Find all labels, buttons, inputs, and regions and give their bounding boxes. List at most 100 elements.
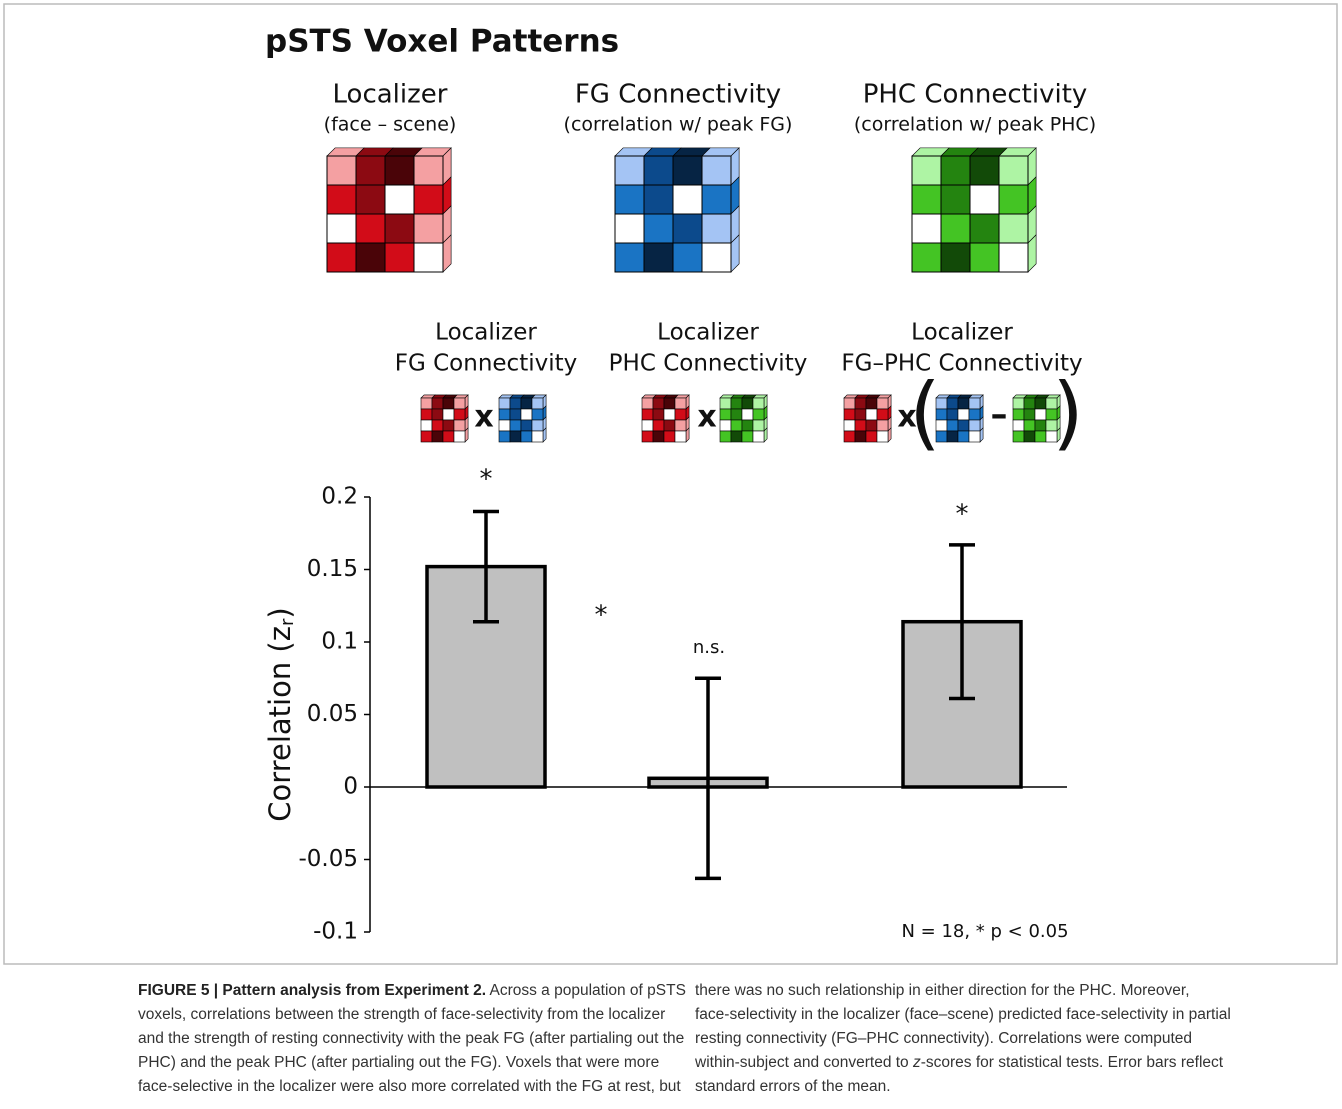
chart: pSTS Voxel Patterns Localizer(face – sce… bbox=[0, 0, 1342, 970]
panel-title: Localizer bbox=[333, 80, 448, 110]
voxel bbox=[969, 420, 980, 431]
voxel bbox=[970, 156, 999, 185]
voxel bbox=[454, 409, 465, 420]
voxel bbox=[1035, 420, 1046, 431]
voxel bbox=[941, 243, 970, 272]
voxel bbox=[742, 398, 753, 409]
caption-line: FIGURE 5 | Pattern analysis from Experim… bbox=[138, 979, 686, 1003]
voxel bbox=[912, 156, 941, 185]
voxel bbox=[753, 409, 764, 420]
caption-text: resting connectivity (FG–PHC connectivit… bbox=[695, 1030, 1192, 1047]
caption-text: -scores for statistical tests. Error bar… bbox=[921, 1054, 1223, 1071]
voxel bbox=[731, 398, 742, 409]
voxel bbox=[941, 214, 970, 243]
voxel bbox=[664, 409, 675, 420]
voxel bbox=[615, 214, 644, 243]
annotation: * bbox=[595, 601, 608, 631]
voxel bbox=[421, 431, 432, 442]
voxel bbox=[731, 431, 742, 442]
voxel bbox=[432, 420, 443, 431]
voxel bbox=[999, 214, 1028, 243]
voxel bbox=[673, 214, 702, 243]
voxel bbox=[356, 185, 385, 214]
voxel bbox=[844, 409, 855, 420]
caption-right: there was no such relationship in either… bbox=[695, 979, 1231, 1099]
voxel bbox=[664, 398, 675, 409]
annotation: * bbox=[956, 500, 969, 530]
caption-line: PHC) and the peak PHC (after partialing … bbox=[138, 1051, 686, 1075]
caption-line: standard errors of the mean. bbox=[695, 1075, 1231, 1099]
voxel bbox=[753, 431, 764, 442]
voxel bbox=[385, 243, 414, 272]
voxel bbox=[615, 185, 644, 214]
voxel bbox=[644, 243, 673, 272]
voxel bbox=[454, 420, 465, 431]
voxel bbox=[443, 420, 454, 431]
voxel bbox=[855, 420, 866, 431]
voxel bbox=[702, 185, 731, 214]
voxel bbox=[753, 398, 764, 409]
voxel bbox=[731, 420, 742, 431]
voxel bbox=[855, 409, 866, 420]
voxel bbox=[327, 185, 356, 214]
voxel bbox=[653, 398, 664, 409]
voxel bbox=[936, 398, 947, 409]
voxel bbox=[844, 420, 855, 431]
voxel bbox=[958, 431, 969, 442]
voxel bbox=[664, 431, 675, 442]
voxel bbox=[1024, 420, 1035, 431]
caption-line: resting connectivity (FG–PHC connectivit… bbox=[695, 1027, 1231, 1051]
voxel bbox=[521, 409, 532, 420]
voxel bbox=[877, 431, 888, 442]
category-label: FG Connectivity bbox=[395, 351, 577, 377]
voxel bbox=[385, 214, 414, 243]
voxel bbox=[877, 398, 888, 409]
voxel bbox=[385, 156, 414, 185]
voxel bbox=[947, 431, 958, 442]
caption-label: FIGURE 5 | Pattern analysis from Experim… bbox=[138, 982, 486, 999]
voxel bbox=[532, 398, 543, 409]
voxel bbox=[1035, 431, 1046, 442]
voxel bbox=[1013, 420, 1024, 431]
voxel bbox=[443, 398, 454, 409]
voxel bbox=[673, 185, 702, 214]
voxel bbox=[443, 431, 454, 442]
voxel bbox=[1013, 431, 1024, 442]
voxel bbox=[432, 398, 443, 409]
voxel bbox=[675, 409, 686, 420]
voxel bbox=[454, 431, 465, 442]
y-tick-label: 0 bbox=[343, 774, 358, 800]
figure: pSTS Voxel Patterns Localizer(face – sce… bbox=[0, 0, 1342, 1109]
voxel bbox=[356, 156, 385, 185]
annotation: * bbox=[480, 465, 493, 495]
voxel bbox=[673, 243, 702, 272]
caption-text: and the strength of resting connectivity… bbox=[138, 1030, 684, 1047]
voxel bbox=[970, 214, 999, 243]
voxel bbox=[999, 185, 1028, 214]
voxel bbox=[642, 398, 653, 409]
caption-line: face-selective in the localizer were als… bbox=[138, 1075, 686, 1099]
voxel bbox=[642, 431, 653, 442]
voxel bbox=[443, 409, 454, 420]
voxel bbox=[414, 214, 443, 243]
voxel bbox=[664, 420, 675, 431]
category-label: Localizer bbox=[657, 320, 759, 346]
voxel bbox=[844, 398, 855, 409]
voxel bbox=[912, 185, 941, 214]
voxel bbox=[720, 420, 731, 431]
voxel bbox=[421, 420, 432, 431]
panel-subtitle: (face – scene) bbox=[324, 114, 457, 136]
voxel bbox=[753, 420, 764, 431]
annotation: n.s. bbox=[693, 637, 725, 658]
caption-line: there was no such relationship in either… bbox=[695, 979, 1231, 1003]
voxel bbox=[615, 156, 644, 185]
voxel bbox=[947, 398, 958, 409]
voxel bbox=[644, 156, 673, 185]
panel-subtitle: (correlation w/ peak FG) bbox=[564, 114, 793, 136]
voxel bbox=[844, 431, 855, 442]
caption-line: face-selectivity in the localizer (face–… bbox=[695, 1003, 1231, 1027]
voxel bbox=[414, 185, 443, 214]
voxel bbox=[532, 420, 543, 431]
voxel bbox=[958, 398, 969, 409]
voxel bbox=[642, 420, 653, 431]
